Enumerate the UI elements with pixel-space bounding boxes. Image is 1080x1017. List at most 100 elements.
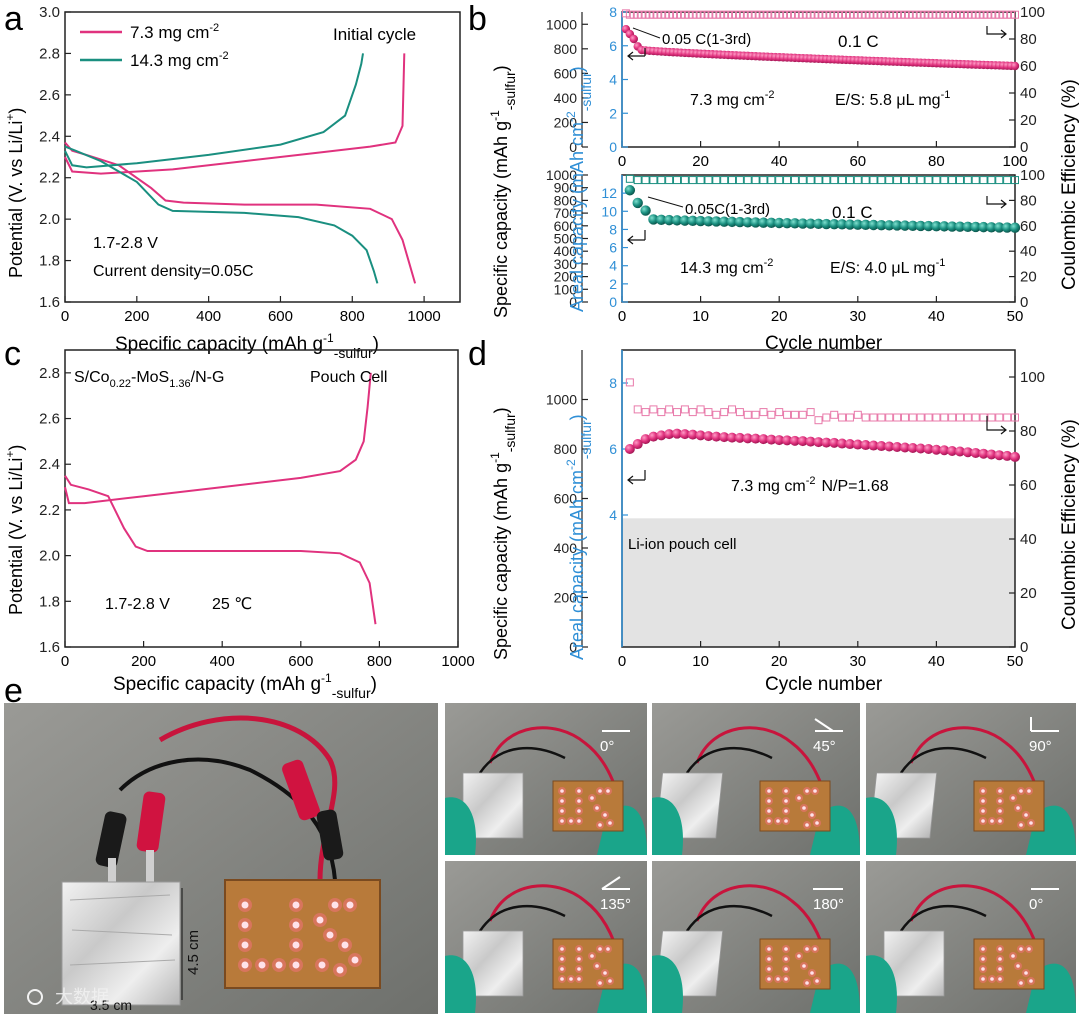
c-ytick-label: 2.2: [39, 502, 60, 519]
capacity-marker: [892, 442, 903, 453]
ce-marker: [1011, 10, 1019, 19]
led: [1016, 806, 1020, 810]
ce-marker: [743, 176, 752, 185]
d-ce-ytick-label: 40: [1020, 531, 1037, 548]
led-grid-main: [238, 898, 362, 977]
ce-marker: [814, 176, 823, 185]
dimension-height-label: 4.5 cm: [185, 930, 202, 975]
arrow-low-rate-b-top: [632, 27, 661, 39]
bend-photo-135deg: 135°: [445, 861, 647, 1013]
y-axis-label-c: Potential (V. vs Li/Li+): [3, 445, 26, 615]
ce-marker: [680, 176, 689, 185]
plot-frame-c: [64, 349, 459, 648]
series-marks-b-top: [621, 9, 1020, 71]
a-xtick-label: 600: [268, 308, 293, 325]
capacity-marker: [711, 216, 722, 227]
d-spec-ytick-label: 400: [554, 540, 578, 556]
ce-marker: [838, 176, 847, 185]
led: [767, 957, 771, 961]
led: [598, 789, 602, 793]
led: [577, 799, 581, 803]
ce-marker: [712, 410, 721, 419]
led: [351, 956, 359, 964]
ce-marker: [1011, 413, 1019, 422]
ce-marker: [908, 176, 917, 185]
led: [1011, 796, 1015, 800]
led: [292, 921, 300, 929]
capacity-marker: [915, 220, 926, 232]
capacity-marker: [939, 221, 950, 232]
led: [797, 954, 801, 958]
led: [316, 916, 324, 924]
capacity-marker: [648, 214, 659, 225]
ce-marker: [869, 413, 878, 422]
series-marks-b-bottom: [624, 174, 1021, 233]
capacity-marker: [632, 197, 643, 209]
y-axis-label-a: Potential (V. vs Li/Li+): [3, 108, 26, 278]
ce-marker: [908, 413, 917, 422]
a-ytick-label: 2.4: [39, 128, 60, 145]
b-xtick-label: 20: [771, 308, 788, 325]
ce-marker: [751, 176, 760, 185]
y-axis-label-d-areal: Areal capacity (mAh cm-2-sulfur): [564, 414, 594, 660]
axis-ticks-c: 0 200 400 600 800 1000 1.6 1.8 2.0 2.2 2.4 2.6 2.8: [39, 365, 475, 670]
capacity-marker: [766, 434, 777, 445]
capacity-marker: [789, 218, 801, 229]
b-spec-ytick-label: 100: [554, 281, 578, 297]
led: [776, 977, 780, 981]
a-ytick-label: 2.6: [39, 87, 60, 104]
angle-label: 45°: [813, 738, 836, 755]
b-xtick-label: 60: [849, 153, 866, 170]
capacity-marker: [734, 216, 746, 228]
a-xtick-label: 1000: [407, 308, 440, 325]
b-ce-ytick-label: 60: [1020, 218, 1037, 235]
li-ion-label-d: Li-ion pouch cell: [628, 536, 736, 553]
capacity-marker: [758, 434, 769, 445]
capacity-marker: [797, 436, 808, 447]
x-axis-label-b: Cycle number: [765, 333, 883, 354]
angle-bend-line: [601, 876, 621, 890]
ce-marker: [963, 176, 972, 185]
ce-marker: [1003, 413, 1012, 422]
capacity-marker: [837, 438, 848, 449]
black-wire: [478, 747, 566, 774]
b-ce-ytick-label: 60: [1020, 58, 1037, 75]
curve-7-3-mg-cm-2-charge: [64, 53, 406, 175]
led: [810, 813, 814, 817]
capacity-marker: [703, 431, 714, 442]
d-spec-ytick-label: 800: [554, 441, 578, 457]
ce-marker: [893, 413, 902, 422]
chart-d: 0 10 20 30 40 5002004006008001000468020406080…: [488, 349, 1080, 695]
ce-marker: [633, 176, 642, 185]
capacity-marker: [695, 215, 706, 227]
led: [1029, 821, 1033, 825]
b-ce-ytick-label: 100: [1020, 4, 1045, 21]
capacity-marker: [632, 439, 643, 450]
b-spec-ytick-label: 800: [554, 41, 578, 57]
led: [275, 961, 283, 969]
capacity-marker: [742, 433, 753, 444]
ce-marker: [861, 413, 870, 422]
led: [981, 957, 985, 961]
axis-ticks-b-bottom: 0 10 20 30 40 5001002003004005006007008009001…: [546, 167, 1045, 325]
arrow-ce-b-bottom: [986, 196, 1007, 209]
capacity-marker: [860, 219, 871, 231]
ce-marker: [948, 413, 957, 422]
d-xtick-label: 50: [1007, 653, 1024, 670]
x-axis-label-c: Specific capacity (mAh g-1-sulfur): [113, 671, 377, 701]
led: [998, 957, 1002, 961]
capacity-marker: [931, 444, 942, 455]
capacity-marker: [624, 185, 636, 196]
c-ytick-label: 1.8: [39, 593, 60, 610]
d-areal-ytick-label: 4: [609, 507, 617, 523]
y-axis-label-b-specific: Specific capacity (mAh g-1-sulfur): [488, 65, 518, 318]
ce-marker: [696, 405, 705, 414]
arrow-low-rate-b-bottom: [647, 196, 684, 208]
ce-marker: [633, 405, 642, 414]
led: [784, 977, 788, 981]
ce-marker: [641, 408, 650, 417]
led: [346, 901, 354, 909]
led: [569, 977, 573, 981]
ce-marker: [940, 176, 949, 185]
led: [784, 789, 788, 793]
